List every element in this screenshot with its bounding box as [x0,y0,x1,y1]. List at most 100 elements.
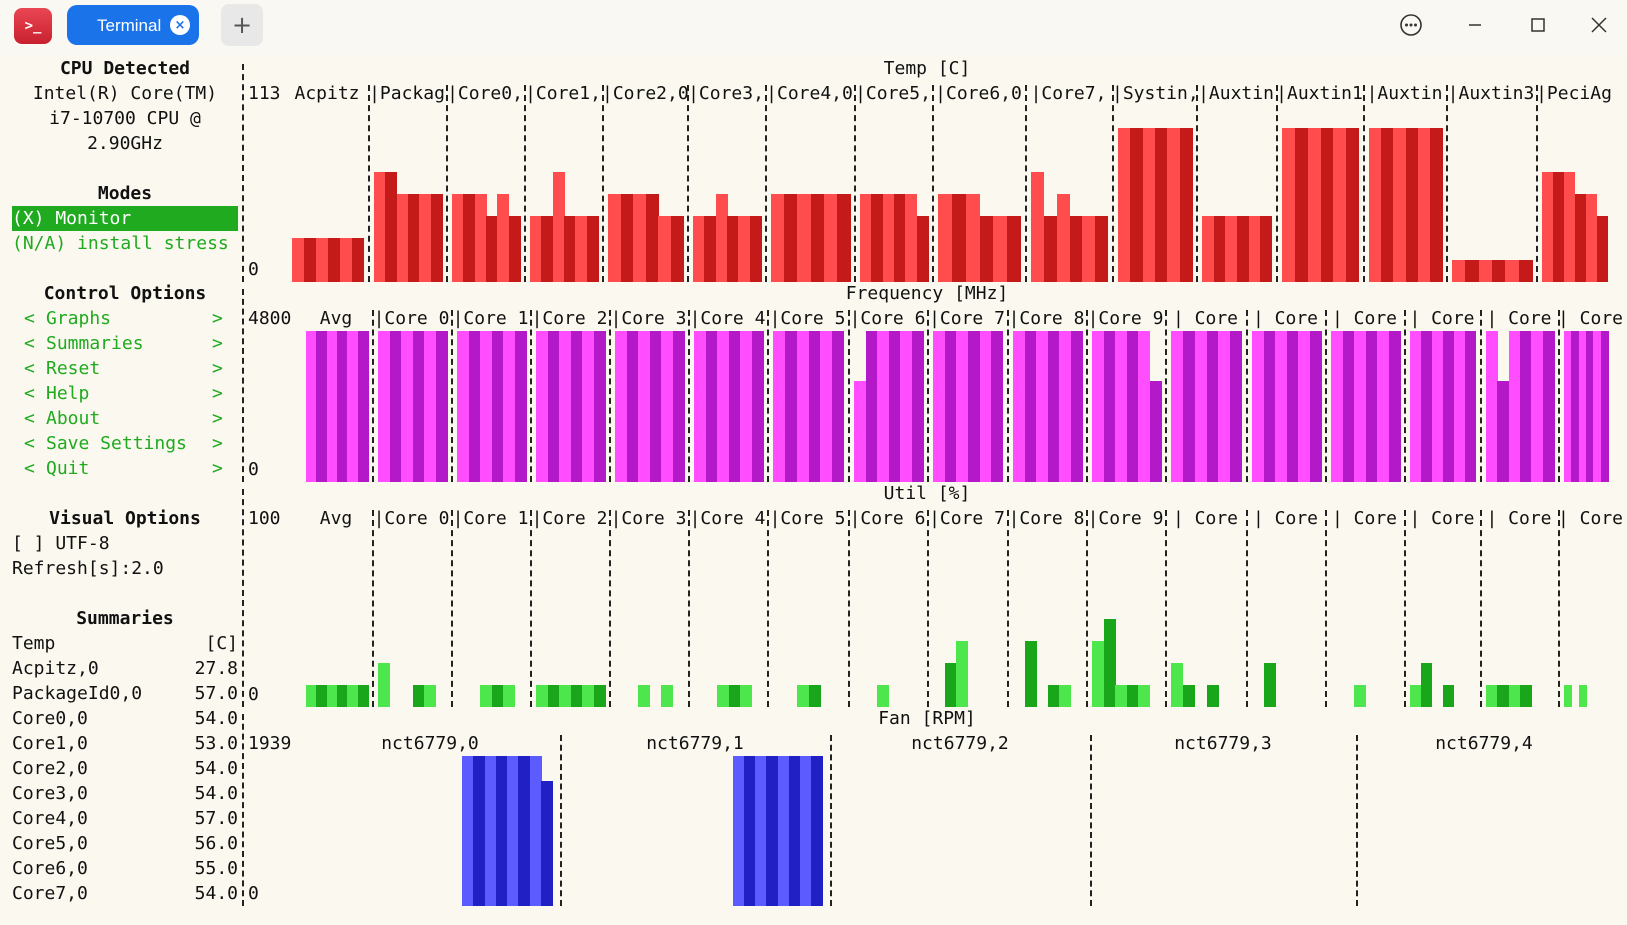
freq-bar [1013,331,1025,482]
temp-bar [1597,216,1608,282]
temp-bar [1430,128,1443,282]
refresh-setting[interactable]: Refresh[s]:2.0 [12,558,164,579]
temp-bar [316,238,328,282]
tab-close-icon[interactable]: × [170,15,190,35]
freq-bar [785,331,797,482]
temp-bar [530,216,542,282]
util-bar [740,685,752,707]
temp-column-label: |Auxtin [1198,83,1274,104]
util-bar [1048,685,1060,707]
mode-stress-option[interactable]: (N/A) install stress [12,233,229,254]
freq-column-separator [1325,310,1327,482]
freq-bar [1207,331,1219,482]
util-bar [582,685,594,707]
util-bar [797,685,809,707]
temp-graph-title: Temp [C] [883,58,971,79]
summary-row-name: Core0,0 [12,708,88,729]
temp-column-label: Acpitz [294,83,360,104]
temp-bar [486,216,498,282]
temp-bar [1057,194,1070,282]
more-icon[interactable] [1398,12,1424,38]
control-option-help[interactable]: Help [46,383,90,404]
freq-column-separator [451,310,453,482]
freq-bar [1264,331,1276,482]
control-option-quit[interactable]: Quit [46,458,90,479]
fan-column-separator [1090,735,1092,906]
control-option-about[interactable]: About [46,408,101,429]
control-option-reset[interactable]: Reset [46,358,101,379]
temp-bar [1553,172,1564,282]
freq-bar [854,381,866,482]
title-bar: >_ Terminal × + [0,0,1627,56]
util-column-separator [688,510,690,707]
freq-column-label: | Core [1252,308,1319,329]
freq-bar [1366,331,1378,482]
util-column-separator [927,510,929,707]
util-column-separator [1165,510,1167,707]
control-arrow-left: < [24,458,35,479]
freq-bar [492,331,504,482]
minimize-icon[interactable] [1462,12,1488,38]
fan-column-separator [830,735,832,906]
temp-bar [1202,216,1214,282]
freq-bar [1127,331,1139,482]
temp-bar [328,238,340,282]
fan-bar [485,756,497,906]
freq-bar [424,331,436,482]
temp-column-separator [687,85,689,282]
util-bar [1104,619,1116,707]
temp-bar [1346,128,1359,282]
freq-bar [832,331,844,482]
tab-terminal[interactable]: Terminal × [67,5,199,45]
fan-bar [507,756,519,906]
temp-bar [693,216,705,282]
temp-bar [1155,128,1168,282]
temp-bar [1381,128,1394,282]
temp-bar [1321,128,1334,282]
fan-bar [789,756,801,906]
util-column-label: | Core [1252,508,1319,529]
summary-row-value: 56.0 [194,833,238,854]
temp-bar [1118,128,1131,282]
freq-column-label: |Core 5 [769,308,846,329]
mode-monitor-option[interactable]: (X) Monitor [12,206,238,231]
freq-bar [306,331,317,482]
summary-row-name: PackageId0,0 [12,683,143,704]
control-arrow-right: > [212,333,223,354]
terminal-app-icon[interactable]: >_ [14,8,52,44]
freq-column-label: |Core 0 [373,308,450,329]
freq-bar [1571,331,1579,482]
temp-column-label: |PeciAg [1536,83,1612,104]
util-column-separator [1325,510,1327,707]
temp-bar [1143,128,1156,282]
util-bar [480,685,492,707]
control-option-save-settings[interactable]: Save Settings [46,433,187,454]
freq-column-separator [372,310,374,482]
temp-bar [811,194,825,282]
new-tab-button[interactable]: + [221,4,263,46]
control-option-graphs[interactable]: Graphs [46,308,112,329]
summary-row-value: 57.0 [194,808,238,829]
freq-bar [1171,331,1183,482]
freq-bar [945,331,957,482]
freq-bar [1454,331,1465,482]
freq-bar [1593,331,1601,482]
close-icon[interactable] [1586,12,1612,38]
visual-options-header: Visual Options [49,508,201,529]
temp-bar [1095,216,1108,282]
control-option-summaries[interactable]: Summaries [46,333,144,354]
temp-column-label: |Auxtin3 [1447,83,1535,104]
temp-bar [621,194,634,282]
freq-column-label: | Core [1558,308,1624,329]
control-arrow-right: > [212,308,223,329]
summary-row-value: 27.8 [194,658,238,679]
util-column-separator [848,510,850,707]
temp-max-label: 113 [248,83,281,104]
maximize-icon[interactable] [1525,12,1551,38]
temp-bar [1167,128,1180,282]
temp-bar [1406,128,1419,282]
utf8-checkbox[interactable]: [ ] UTF-8 [12,533,110,554]
temp-bar [587,216,599,282]
freq-column-separator [1558,310,1560,482]
util-bar [945,663,957,707]
